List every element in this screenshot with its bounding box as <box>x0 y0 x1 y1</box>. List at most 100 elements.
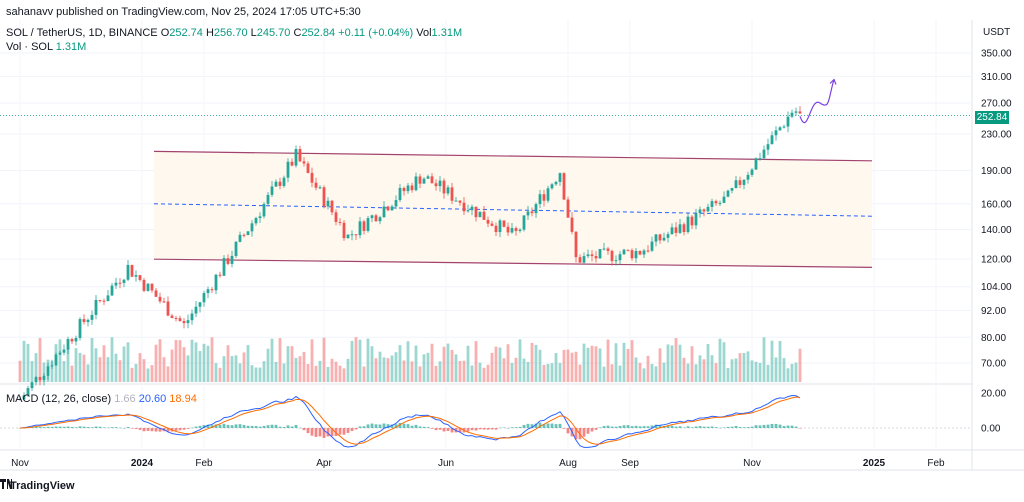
volume-bar <box>250 365 254 382</box>
candle-body <box>490 223 494 226</box>
candle-body <box>154 290 158 297</box>
macd-hist-bar <box>378 424 382 428</box>
macd-hist-bar <box>226 424 230 428</box>
macd-hist-bar <box>98 426 102 428</box>
macd-hist-bar <box>114 427 118 428</box>
y-tick-label: 104.00 <box>981 282 1012 293</box>
candle-body <box>382 206 386 218</box>
volume-bar <box>794 362 798 382</box>
candle-body <box>418 176 422 184</box>
candle-body <box>618 254 622 261</box>
candle-body <box>462 202 466 212</box>
macd-hist-bar <box>426 427 430 428</box>
volume-bar <box>262 361 266 382</box>
volume-bar <box>394 352 398 382</box>
macd-hist-bar <box>214 424 218 428</box>
candle-body <box>38 377 42 380</box>
volume-bar <box>506 344 510 382</box>
volume-bar <box>258 367 262 382</box>
macd-hist-bar <box>478 428 482 430</box>
candle-body <box>326 200 330 207</box>
candle-body <box>590 254 594 257</box>
volume-bar <box>602 366 606 382</box>
macd-hist-bar <box>446 428 450 432</box>
candle-body <box>378 217 382 222</box>
candle-body <box>746 174 750 180</box>
volume-bar <box>70 365 74 382</box>
volume-bar <box>562 349 566 382</box>
macd-hist-bar <box>154 428 158 432</box>
volume-bar <box>158 339 162 382</box>
candle-body <box>682 224 686 233</box>
macd-label[interactable]: MACD (12, 26, close) <box>6 393 112 405</box>
candle-body <box>422 178 426 184</box>
volume-bar <box>762 337 766 382</box>
candle-body <box>702 209 706 212</box>
candle-body <box>586 254 590 257</box>
volume-bar <box>722 342 726 382</box>
candle-body <box>366 218 370 231</box>
volume-bar <box>598 348 602 382</box>
macd-hist-bar <box>774 423 778 428</box>
macd-hist-bar <box>390 424 394 428</box>
volume-bar <box>782 358 786 382</box>
macd-hist-bar <box>698 426 702 428</box>
candle-body <box>130 264 134 277</box>
candle-body <box>402 187 406 192</box>
volume-bar <box>670 345 674 382</box>
footer-brand[interactable]: TradingView <box>10 480 75 492</box>
volume-bar <box>642 368 646 382</box>
tradingview-logo-icon[interactable] <box>0 478 12 492</box>
volume-bar <box>710 355 714 382</box>
symbol-name[interactable]: SOL / TetherUS, 1D, BINANCE <box>6 27 158 39</box>
macd-hist-bar <box>642 426 646 428</box>
volume-bar <box>658 348 662 382</box>
volume-bar <box>50 361 54 382</box>
volume-bar <box>742 352 746 382</box>
volume-bar <box>54 344 58 382</box>
candle-body <box>566 199 570 218</box>
x-tick-label: Aug <box>559 458 577 469</box>
candle-body <box>318 187 322 189</box>
macd-hist-bar <box>602 426 606 428</box>
macd-hist-bar <box>266 425 270 428</box>
volume-bar <box>610 364 614 382</box>
candle-body <box>254 218 258 224</box>
macd-hist-bar <box>218 424 222 428</box>
candle-body <box>138 275 142 280</box>
macd-hist-bar <box>350 428 354 432</box>
macd-hist-bar <box>198 425 202 428</box>
macd-hist-bar <box>722 427 726 429</box>
macd-hist-bar <box>318 428 322 437</box>
candle-body <box>262 203 266 217</box>
volume-bar <box>542 364 546 382</box>
macd-hist-bar <box>342 428 346 435</box>
macd-hist-bar <box>694 426 698 428</box>
candle-body <box>450 187 454 201</box>
candle-body <box>274 181 278 187</box>
volume-bar <box>34 353 38 382</box>
volume-bar <box>662 362 666 382</box>
macd-hist-bar <box>402 423 406 428</box>
macd-hist-bar <box>666 426 670 428</box>
macd-hist-bar <box>54 426 58 428</box>
volume-bar <box>594 346 598 382</box>
volume-bar <box>702 359 706 382</box>
macd-hist-bar <box>142 428 146 432</box>
macd-hist-bar <box>46 426 50 428</box>
y-tick-label: 350.00 <box>981 49 1012 60</box>
macd-hist-bar <box>762 424 766 428</box>
volume-bar <box>390 355 394 382</box>
volume-bar <box>454 354 458 382</box>
candle-body <box>690 216 694 226</box>
macd-hist-bar <box>630 426 634 428</box>
macd-hist-bar <box>146 428 150 431</box>
candle-body <box>482 211 486 220</box>
candle-body <box>50 365 54 367</box>
candle-body <box>514 228 518 231</box>
macd-hist-bar <box>326 428 330 437</box>
macd-hist-bar <box>566 428 570 434</box>
volume-bar <box>486 364 490 382</box>
